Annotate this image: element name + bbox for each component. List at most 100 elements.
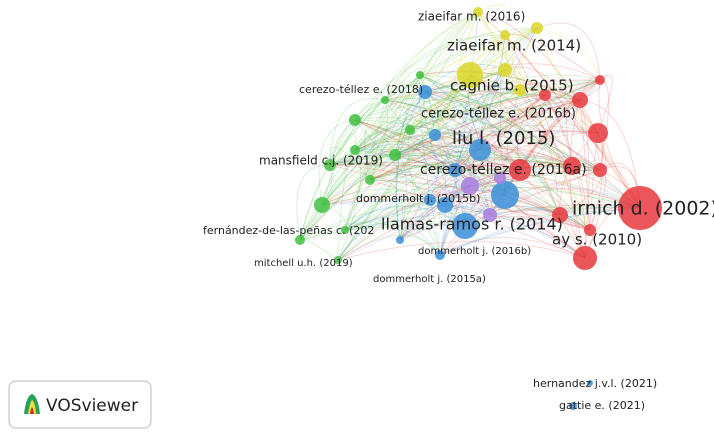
edge — [354, 120, 411, 151]
edge — [394, 69, 506, 156]
edge — [434, 88, 521, 136]
edge — [519, 89, 561, 216]
edge — [429, 69, 506, 201]
edge — [429, 163, 521, 201]
edge — [434, 130, 599, 136]
edge — [394, 130, 599, 156]
edge — [536, 27, 601, 81]
edge — [354, 149, 506, 196]
edge — [439, 207, 641, 256]
edge — [569, 99, 586, 259]
edge — [354, 69, 506, 151]
edge — [394, 11, 479, 156]
edge — [394, 124, 599, 156]
edge — [399, 94, 546, 241]
logo[interactable]: VOSviewer — [8, 380, 152, 429]
edge — [434, 27, 538, 136]
edge — [384, 99, 601, 171]
edge — [399, 165, 573, 241]
edge — [424, 91, 601, 171]
node — [539, 89, 551, 101]
edge — [337, 185, 471, 261]
logo-text: VOSviewer — [46, 396, 138, 416]
node — [334, 256, 342, 264]
node — [396, 236, 404, 244]
edge — [344, 149, 481, 231]
node — [573, 246, 597, 270]
node — [483, 208, 497, 222]
node — [381, 96, 389, 104]
edge — [337, 241, 586, 261]
edge — [584, 132, 607, 259]
node — [572, 92, 588, 108]
edge — [394, 154, 561, 216]
edge — [369, 27, 538, 181]
edge — [321, 189, 431, 206]
node — [595, 75, 605, 85]
edge — [299, 204, 491, 241]
edge — [394, 152, 521, 171]
node — [429, 129, 441, 141]
edge — [419, 74, 573, 167]
node — [531, 22, 543, 34]
edge — [423, 91, 466, 227]
edge — [439, 207, 641, 256]
edge — [344, 169, 521, 231]
logo-box[interactable] — [8, 380, 152, 429]
edge — [469, 74, 561, 216]
node — [494, 172, 506, 184]
edge — [536, 22, 601, 81]
node-label: ziaeifar m. (2014) — [447, 37, 581, 55]
edge — [369, 79, 601, 181]
edge — [337, 169, 456, 261]
node — [584, 224, 596, 236]
edge — [354, 146, 506, 196]
edge — [354, 119, 586, 259]
edge — [329, 146, 371, 181]
edge — [329, 98, 386, 166]
edge — [321, 94, 546, 206]
edge — [337, 199, 431, 261]
edge — [469, 99, 581, 187]
node — [491, 181, 519, 209]
edge — [434, 134, 491, 216]
edge — [384, 99, 521, 171]
edge — [321, 99, 386, 206]
edge — [579, 99, 591, 231]
edge — [384, 11, 479, 101]
edge — [439, 11, 479, 256]
edge — [444, 204, 586, 259]
edge — [337, 74, 471, 261]
node — [389, 149, 401, 161]
edge — [409, 94, 546, 131]
edge — [536, 27, 641, 209]
edge — [344, 11, 479, 231]
node — [314, 197, 330, 213]
edge — [504, 156, 601, 196]
node — [341, 226, 349, 234]
edge — [329, 151, 573, 167]
edge — [419, 74, 581, 101]
labels: ziaeifar m. (2016) ziaeifar m. (2014) ca… — [203, 10, 714, 413]
edge — [424, 91, 561, 216]
node — [452, 213, 478, 239]
node-label: dommerholt j. (2015a) — [373, 274, 486, 285]
edge — [354, 149, 641, 209]
edge — [354, 119, 431, 201]
edge — [477, 11, 599, 134]
edge — [321, 74, 421, 206]
edge — [394, 94, 546, 156]
edge — [469, 69, 506, 187]
edge — [504, 69, 591, 231]
edge — [489, 27, 538, 216]
edge — [299, 119, 356, 241]
edge — [344, 196, 561, 231]
edge — [296, 164, 331, 241]
node — [365, 175, 375, 185]
edge — [409, 129, 491, 216]
edge — [444, 27, 538, 206]
edge — [329, 27, 538, 166]
edge — [399, 34, 506, 241]
